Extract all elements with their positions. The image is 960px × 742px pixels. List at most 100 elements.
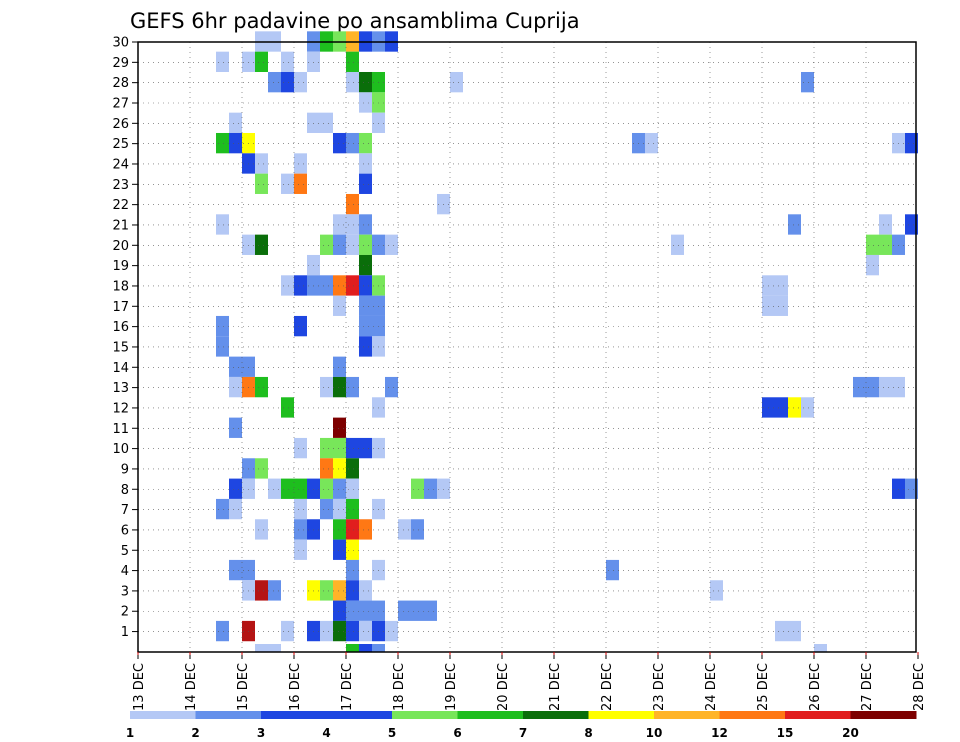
heatmap-cell <box>307 275 320 296</box>
heatmap-cell <box>346 234 359 255</box>
heatmap-cell <box>346 644 359 652</box>
y-tick-label: 24 <box>112 157 129 172</box>
heatmap-cell <box>216 336 229 357</box>
heatmap-cell <box>346 519 359 540</box>
heatmap-cell <box>359 600 372 621</box>
y-tick-label: 20 <box>112 239 129 254</box>
heatmap-cell <box>359 620 372 642</box>
y-tick-label: 6 <box>121 523 129 538</box>
heatmap-cell <box>229 417 242 438</box>
legend-swatch <box>719 711 786 719</box>
heatmap-cell <box>268 644 281 652</box>
heatmap-cell <box>814 644 827 652</box>
heatmap-cell <box>229 356 242 377</box>
heatmap-cell <box>307 112 320 133</box>
legend-swatch <box>392 711 458 719</box>
heatmap-cell <box>346 620 359 642</box>
x-tick-label: 17 DEC <box>340 663 355 711</box>
heatmap-cell <box>905 214 918 235</box>
heatmap-cell <box>359 336 372 357</box>
heatmap-cell <box>307 519 320 540</box>
heatmap-cell <box>853 376 866 398</box>
heatmap-cell <box>879 234 892 255</box>
heatmap-cell <box>333 295 346 316</box>
heatmap-cell <box>710 580 723 601</box>
heatmap-cell <box>346 193 359 215</box>
legend-swatch <box>195 711 262 719</box>
heatmap-cell <box>281 397 294 418</box>
heatmap-cell <box>307 51 320 72</box>
heatmap-cell <box>346 539 359 560</box>
heatmap-cell <box>242 478 255 499</box>
y-tick-label: 15 <box>112 340 129 355</box>
heatmap-cell <box>775 295 788 316</box>
heatmap-cell <box>346 275 359 296</box>
heatmap-cell <box>398 600 411 621</box>
x-tick-label: 24 DEC <box>704 663 719 711</box>
y-tick-label: 17 <box>112 300 129 315</box>
heatmap-cell <box>905 132 918 154</box>
heatmap-cell <box>372 295 385 316</box>
heatmap-cell <box>216 51 229 72</box>
y-tick-label: 4 <box>121 564 129 579</box>
heatmap-cell <box>762 275 775 296</box>
heatmap-cell <box>229 376 242 398</box>
heatmap-cell <box>372 336 385 357</box>
heatmap-cell <box>437 478 450 499</box>
y-tick-label: 21 <box>112 218 129 233</box>
heatmap-cell <box>879 214 892 235</box>
heatmap-cell <box>229 498 242 520</box>
heatmap-cell <box>320 275 333 296</box>
heatmap-cell <box>892 132 905 154</box>
y-tick-label: 16 <box>112 320 129 335</box>
heatmap-cell <box>281 620 294 642</box>
heatmap-cell <box>346 51 359 72</box>
x-tick-label: 26 DEC <box>808 663 823 711</box>
y-tick-label: 1 <box>121 625 129 640</box>
heatmap-cell <box>346 376 359 398</box>
legend-swatch <box>326 711 393 719</box>
heatmap-cell <box>372 437 385 459</box>
heatmap-cell <box>242 458 255 479</box>
heatmap-cell <box>268 580 281 601</box>
heatmap-cell <box>346 132 359 154</box>
heatmap-cell <box>346 214 359 235</box>
heatmap-cell <box>216 214 229 235</box>
y-tick-label: 19 <box>112 259 129 274</box>
y-axis-ticks: 1234567891011121314151617181920212223242… <box>112 36 138 640</box>
heatmap-cell <box>606 559 619 581</box>
heatmap-cell <box>255 234 268 255</box>
heatmap-cell <box>294 519 307 540</box>
y-tick-label: 5 <box>121 544 129 559</box>
x-tick-label: 21 DEC <box>548 663 563 711</box>
heatmap-cell <box>346 600 359 621</box>
y-tick-label: 26 <box>112 117 129 132</box>
heatmap-cell <box>359 295 372 316</box>
heatmap-cell <box>372 234 385 255</box>
x-tick-label: 14 DEC <box>184 663 199 711</box>
heatmap-cell <box>424 600 437 621</box>
legend-label: 7 <box>519 726 527 740</box>
heatmap-cell <box>255 644 268 652</box>
heatmap-cell <box>359 580 372 601</box>
legend-swatch <box>785 711 851 719</box>
y-tick-label: 30 <box>112 36 129 51</box>
heatmap-cell <box>268 71 281 93</box>
heatmap-cell <box>242 559 255 581</box>
heatmap-cell <box>229 478 242 499</box>
heatmap-cell <box>788 214 801 235</box>
x-tick-label: 18 DEC <box>392 663 407 711</box>
x-tick-label: 20 DEC <box>496 663 511 711</box>
heatmap-cell <box>801 397 814 418</box>
heatmap-cell <box>294 315 307 337</box>
heatmap-cell <box>372 315 385 337</box>
heatmap-cell <box>866 376 879 398</box>
heatmap-cell <box>281 275 294 296</box>
heatmap-cell <box>242 132 255 154</box>
heatmap-cell <box>359 173 372 194</box>
heatmap-cell <box>294 173 307 194</box>
y-tick-label: 18 <box>112 279 129 294</box>
legend-swatch <box>130 711 196 719</box>
heatmap-cell <box>281 478 294 499</box>
heatmap-cell <box>762 295 775 316</box>
